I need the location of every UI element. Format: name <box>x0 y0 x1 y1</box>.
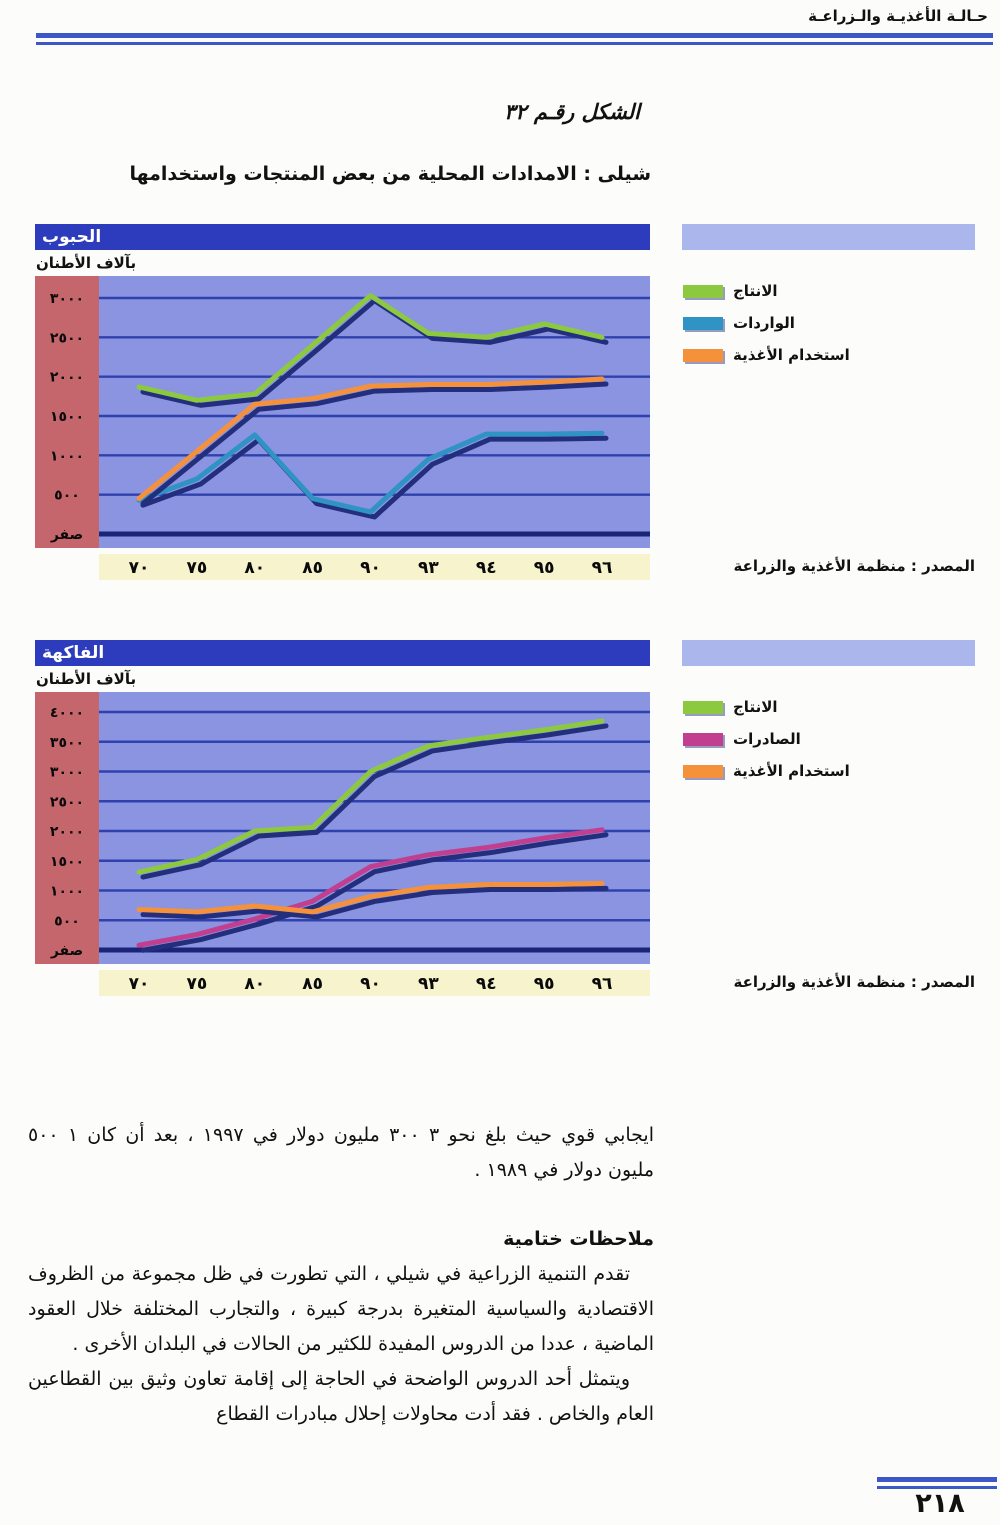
body-text: ايجابي قوي حيث بلغ نحو ٣ ٣٠٠ مليون دولار… <box>28 1118 654 1432</box>
cereals-chart-legend: الانتاج الواردات استخدام الأغذية <box>683 282 975 364</box>
cereals-chart-title-bar: الحبوب <box>35 224 650 250</box>
x-axis-label: ٩٥ <box>534 974 555 994</box>
x-axis-label: ٩٦ <box>592 974 613 994</box>
y-axis-label: صفر <box>50 527 83 543</box>
intro-paragraph: ايجابي قوي حيث بلغ نحو ٣ ٣٠٠ مليون دولار… <box>28 1124 654 1181</box>
header-rule-thin <box>36 42 993 45</box>
footer-rule-thin <box>877 1486 997 1489</box>
x-axis-label: ٨٠ <box>244 558 265 578</box>
series-line <box>136 827 605 948</box>
legend-item: استخدام الأغذية <box>683 762 975 780</box>
plot-area <box>99 276 650 548</box>
x-axis-label: ٩٣ <box>418 974 439 994</box>
x-axis-label: ٧٥ <box>186 558 207 578</box>
header-rule-thick <box>36 33 993 38</box>
y-axis-label: ١٥٠٠ <box>50 409 84 425</box>
cereals-chart-block: الحبوب بآلاف الأطنان ٣٠٠٠ ٢٥٠٠ ٢٠٠٠ ١٥٠٠ ١٠٠… <box>35 224 975 616</box>
footer-rule-thick <box>877 1477 997 1482</box>
figure-title: شيلى : الامدادات المحلية من بعض المنتجات… <box>129 163 651 185</box>
series-line <box>136 880 605 915</box>
x-axis-strip <box>99 554 650 580</box>
figure-number: الشكل رقـم ٣٢ <box>504 100 640 124</box>
y-axis-label: ١٥٠٠ <box>50 854 84 870</box>
legend-item: الصادرات <box>683 730 975 748</box>
series-line-shadow <box>140 832 609 953</box>
series-line <box>136 376 605 502</box>
legend-swatch-icon <box>683 316 723 330</box>
x-axis-label: ٧٥ <box>186 974 207 994</box>
series-line <box>136 430 605 515</box>
legend-item: استخدام الأغذية <box>683 346 975 364</box>
series-line-shadow <box>140 885 609 920</box>
y-axis-label: ٥٠٠ <box>54 488 80 504</box>
legend-label: استخدام الأغذية <box>733 762 850 780</box>
legend-swatch-icon <box>683 732 723 746</box>
page-header-title: حـالـة الأغذيـة والـزراعـة <box>808 7 988 25</box>
legend-item: الواردات <box>683 314 975 332</box>
y-axis-label: ٣٠٠٠ <box>50 291 84 307</box>
legend-label: استخدام الأغذية <box>733 346 850 364</box>
x-axis-label: ٨٥ <box>302 974 323 994</box>
y-axis-label: ٣٥٠٠ <box>50 735 84 751</box>
x-axis-label: ٩٤ <box>476 558 497 578</box>
x-axis-label: ٧٠ <box>129 558 150 578</box>
y-axis-label: ٢٥٠٠ <box>50 330 84 346</box>
legend-label: الانتاج <box>733 282 778 300</box>
legend-item: الانتاج <box>683 698 975 716</box>
x-axis-label: ٩٣ <box>418 558 439 578</box>
series-line-shadow <box>140 381 609 507</box>
concluding-paragraph-2: ويتمثل أحد الدروس الواضحة في الحاجة إلى … <box>28 1368 654 1425</box>
page-number: ٢١٨ <box>915 1488 965 1519</box>
fruit-chart-legend: الانتاج الصادرات استخدام الأغذية <box>683 698 975 780</box>
legend-swatch-icon <box>683 284 723 298</box>
legend-swatch-icon <box>683 764 723 778</box>
x-axis-label: ٩٠ <box>360 558 381 578</box>
fruit-chart-title-bar: الفاكهة <box>35 640 650 666</box>
y-axis-label: ٢٠٠٠ <box>50 370 84 386</box>
cereals-chart-title: الحبوب <box>42 227 102 247</box>
series-line-shadow <box>140 435 609 520</box>
legend-swatch-icon <box>683 700 723 714</box>
cereals-legend-header-bar <box>682 224 975 250</box>
y-axis-label: ٤٠٠٠ <box>50 705 84 721</box>
series-line-shadow <box>140 723 609 880</box>
legend-swatch-icon <box>683 348 723 362</box>
fruit-chart-block: الفاكهة بآلاف الأطنان ٤٠٠٠ ٣٥٠٠ ٣٠٠٠ ٢٥٠٠ ٢٠… <box>35 640 975 1032</box>
legend-label: الانتاج <box>733 698 778 716</box>
concluding-remarks-heading: ملاحظات ختامية <box>503 1228 654 1250</box>
fruit-source-caption: المصدر : منظمة الأغذية والزراعة <box>733 973 975 991</box>
fruit-legend-header-bar <box>682 640 975 666</box>
x-axis-label: ٩٦ <box>592 558 613 578</box>
y-axis-label: ٢٠٠٠ <box>50 824 84 840</box>
cereals-source-caption: المصدر : منظمة الأغذية والزراعة <box>733 557 975 575</box>
cereals-units-label: بآلاف الأطنان <box>36 254 137 272</box>
series-line <box>136 293 605 403</box>
fruit-line-chart: ٤٠٠٠ ٣٥٠٠ ٣٠٠٠ ٢٥٠٠ ٢٠٠٠ ١٥٠٠ ١٠٠٠ ٥٠٠ صفر ٧٠ ٧٥ ٨٠… <box>35 692 650 996</box>
x-axis-label: ٨٠ <box>244 974 265 994</box>
x-axis-label: ٩٤ <box>476 974 497 994</box>
legend-item: الانتاج <box>683 282 975 300</box>
y-axis-label: ٥٠٠ <box>54 913 80 929</box>
series-line <box>136 718 605 875</box>
cereals-line-chart: ٣٠٠٠ ٢٥٠٠ ٢٠٠٠ ١٥٠٠ ١٠٠٠ ٥٠٠ صفر ٧٠ ٧٥ ٨٠ ٨٥ ٩٠ ٩٣ ٩٤… <box>35 276 650 580</box>
legend-label: الصادرات <box>733 730 801 748</box>
x-axis-label: ٩٥ <box>534 558 555 578</box>
x-axis-label: ٨٥ <box>302 558 323 578</box>
y-axis-strip <box>35 692 99 964</box>
fruit-chart-title: الفاكهة <box>42 643 105 663</box>
y-axis-label: ١٠٠٠ <box>50 884 84 900</box>
y-axis-label: ٢٥٠٠ <box>50 794 84 810</box>
x-axis-strip <box>99 970 650 996</box>
y-axis-label: ٣٠٠٠ <box>50 765 84 781</box>
y-axis-label: صفر <box>50 943 83 959</box>
y-axis-label: ١٠٠٠ <box>50 448 84 464</box>
fruit-units-label: بآلاف الأطنان <box>36 670 137 688</box>
x-axis-label: ٩٠ <box>360 974 381 994</box>
legend-label: الواردات <box>733 314 795 332</box>
concluding-paragraph-1: تقدم التنمية الزراعية في شيلي ، التي تطو… <box>28 1263 654 1355</box>
y-axis-strip <box>35 276 99 548</box>
x-axis-label: ٧٠ <box>129 974 150 994</box>
